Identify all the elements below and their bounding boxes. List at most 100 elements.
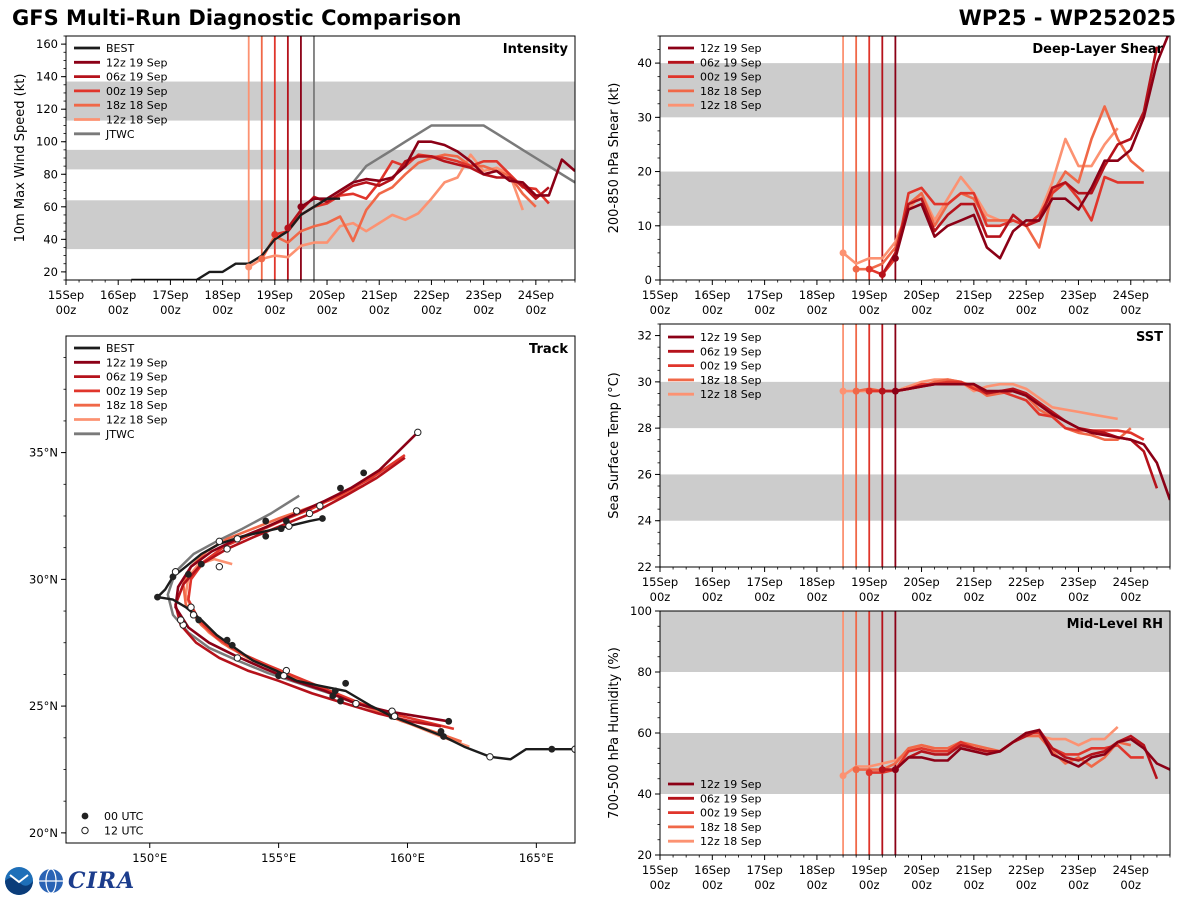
shear-series-0 [894, 36, 1170, 260]
rh-legend-label-3: 18z 18 Sep [700, 821, 762, 834]
sst-title: SST [1136, 330, 1163, 345]
shear-title: Deep-Layer Shear [1032, 42, 1163, 57]
shear-ytick-label: 30 [637, 110, 652, 124]
track-legend-12utc-marker [81, 826, 89, 835]
shear-xtick-label-day: 15Sep [642, 288, 678, 302]
sst-panel: 15Sep00z16Sep00z17Sep00z18Sep00z19Sep00z… [607, 323, 1171, 604]
sst-start-marker-2 [865, 387, 873, 395]
rh-xtick-label-day: 21Sep [956, 863, 992, 877]
track-marker-00utc-5 [228, 641, 236, 649]
intensity-legend-label-6: JTWC [105, 128, 135, 141]
rh-ytick-label: 60 [637, 726, 652, 740]
track-marker-00utc-21 [277, 525, 285, 533]
intensity-xtick-label-day: 19Sep [257, 288, 293, 302]
intensity-xtick-label-day: 18Sep [204, 288, 240, 302]
sst-plot-area [660, 324, 1170, 567]
shear-xtick-label-day: 23Sep [1060, 288, 1096, 302]
rh-panel: 15Sep00z16Sep00z17Sep00z18Sep00z19Sep00z… [607, 604, 1171, 892]
cira-globe-icon [39, 868, 63, 894]
intensity-xtick-label-day: 21Sep [361, 288, 397, 302]
shear-xtick-label-hour: 00z [859, 303, 880, 317]
intensity-xtick-label-hour: 00z [160, 303, 181, 317]
track-marker-12utc-14 [414, 428, 422, 437]
sst-xtick-label-day: 21Sep [956, 575, 992, 589]
track-marker-12utc-5 [233, 654, 242, 662]
shear-panel: 15Sep00z16Sep00z17Sep00z18Sep00z19Sep00z… [607, 35, 1171, 317]
intensity-xtick-label-day: 23Sep [465, 288, 501, 302]
intensity-xtick-label-day: 17Sep [152, 288, 188, 302]
rh-xtick-label-hour: 00z [964, 878, 985, 892]
track-marker-00utc-1 [440, 733, 447, 740]
track-marker-00utc-13 [337, 484, 344, 492]
shear-ytick-label: 0 [645, 273, 652, 287]
shear-series-2 [868, 175, 1144, 276]
rh-legend-label-1: 06z 19 Sep [700, 792, 762, 805]
rh-legend-label-4: 12z 18 Sep [700, 835, 762, 848]
track-ytick-label: 30°N [29, 572, 58, 586]
shear-xtick-label-hour: 00z [964, 303, 985, 317]
sst-legend-label-1: 06z 19 Sep [700, 345, 762, 358]
sst-xtick-label-hour: 00z [702, 590, 723, 604]
intensity-xtick-label-day: 16Sep [100, 288, 136, 302]
track-marker-12utc-18 [189, 611, 198, 619]
rh-legend-label-2: 00z 19 Sep [700, 807, 762, 820]
shear-start-marker-3 [852, 265, 860, 273]
rh-xtick-label-day: 23Sep [1060, 863, 1096, 877]
track-marker-00utc-12 [319, 515, 326, 522]
intensity-xtick-label-day: 24Sep [518, 288, 554, 302]
shear-xtick-label-day: 16Sep [694, 288, 730, 302]
rh-start-marker-0 [891, 766, 899, 774]
track-series-best [156, 517, 575, 761]
track-marker-00utc-0 [548, 745, 556, 753]
track-legend-label-6: JTWC [105, 428, 135, 441]
sst-legend-label-0: 12z 19 Sep [700, 331, 762, 344]
track-marker-12utc-12 [305, 509, 314, 518]
intensity-legend-label-1: 12z 19 Sep [106, 56, 168, 69]
intensity-ytick-label: 140 [36, 70, 58, 84]
sst-start-marker-3 [852, 387, 860, 395]
track-marker-12utc-16 [215, 562, 224, 571]
track-marker-12utc-11 [285, 522, 293, 530]
intensity-xtick-label-hour: 00z [56, 303, 77, 317]
track-marker-12utc-17 [176, 616, 185, 624]
sst-start-marker-1 [878, 387, 886, 395]
intensity-xtick-label-hour: 00z [473, 303, 494, 317]
track-series-0 [174, 431, 449, 723]
sst-xtick-label-hour: 00z [650, 590, 671, 604]
shear-legend-label-0: 12z 19 Sep [700, 42, 762, 55]
sst-xtick-label-day: 24Sep [1113, 575, 1149, 589]
intensity-ylabel: 10m Max Wind Speed (kt) [13, 74, 28, 243]
sst-xtick-label-hour: 00z [754, 590, 775, 604]
intensity-xtick-label-hour: 00z [421, 303, 442, 317]
track-ytick-label: 25°N [29, 699, 58, 713]
rh-ytick-label: 40 [637, 787, 652, 801]
rh-ytick-label: 20 [637, 848, 652, 862]
intensity-start-marker-4 [245, 263, 253, 271]
shear-ylabel: 200-850 hPa Shear (kt) [607, 83, 622, 234]
sst-xtick-label-day: 19Sep [851, 575, 887, 589]
sst-xtick-label-hour: 00z [1120, 590, 1141, 604]
track-marker-12utc-20 [390, 712, 399, 720]
shear-legend-label-4: 12z 18 Sep [700, 99, 762, 112]
track-marker-12utc-7 [187, 603, 195, 611]
storm-id: WP25 - WP252025 [958, 6, 1176, 30]
shear-xtick-label-day: 22Sep [1008, 288, 1044, 302]
sst-xtick-label-hour: 00z [964, 590, 985, 604]
rh-plot-area [660, 611, 1170, 855]
track-marker-00utc-9 [197, 560, 205, 568]
track-ytick-label: 35°N [29, 446, 58, 460]
intensity-ytick-label: 160 [36, 37, 58, 51]
track-legend-label-5: 12z 18 Sep [106, 414, 168, 427]
sst-legend-label-4: 12z 18 Sep [700, 388, 762, 401]
shear-ytick-label: 40 [637, 56, 652, 70]
shear-xtick-label-day: 18Sep [799, 288, 835, 302]
rh-series-0 [894, 728, 1170, 771]
sst-start-marker-0 [891, 387, 899, 395]
track-marker-00utc-7 [154, 593, 161, 601]
intensity-ytick-label: 100 [36, 135, 58, 149]
sst-ytick-label: 24 [637, 514, 652, 528]
rh-start-marker-4 [839, 772, 847, 780]
rh-legend-label-0: 12z 19 Sep [700, 778, 762, 791]
sst-ytick-label: 28 [637, 421, 652, 435]
sst-ytick-label: 22 [637, 560, 652, 574]
